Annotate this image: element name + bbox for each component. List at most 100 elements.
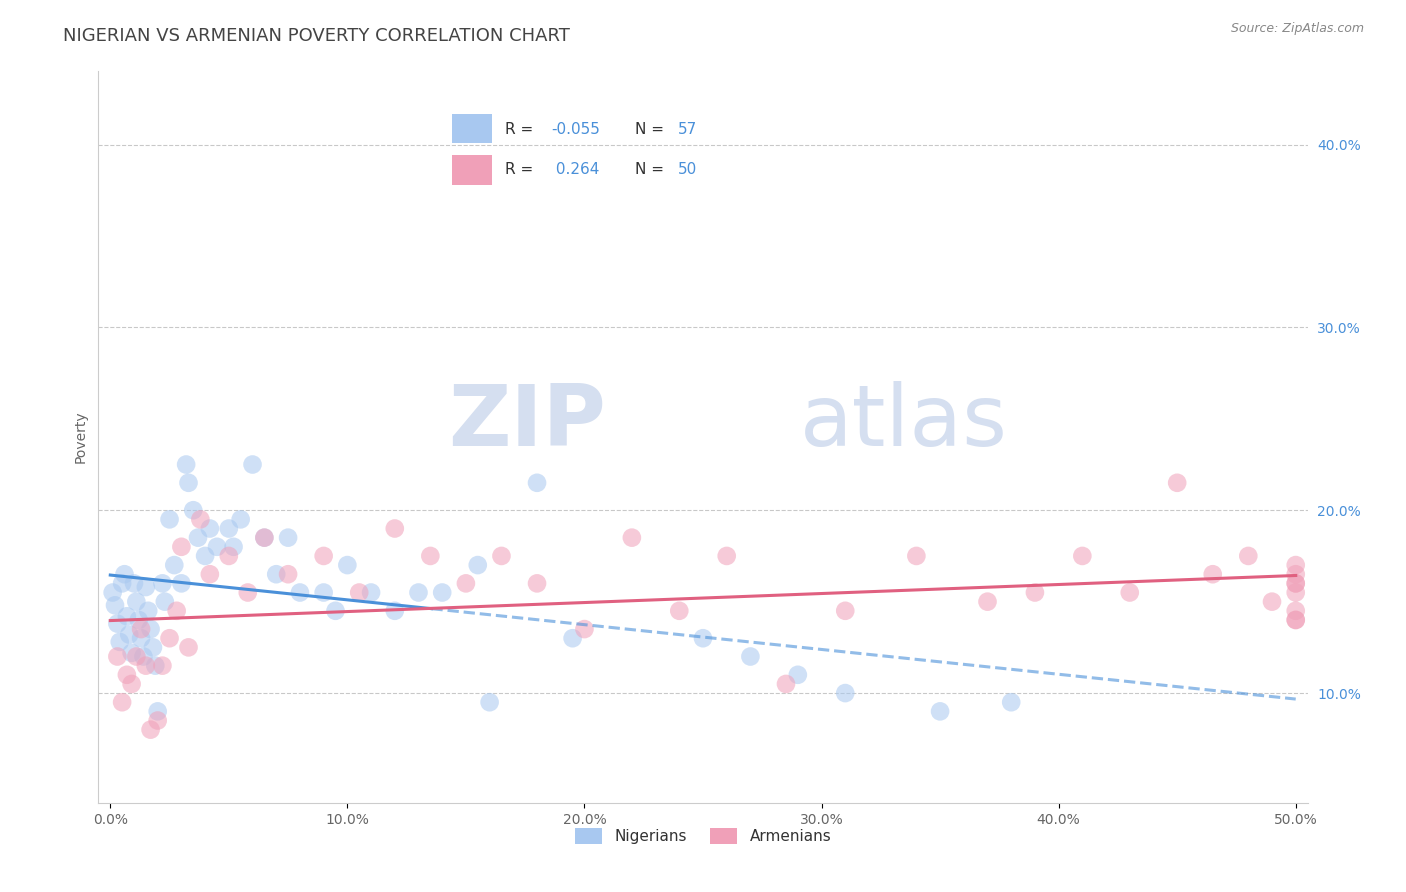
Point	[143, 658, 166, 673]
Point	[115, 609, 138, 624]
Text: NIGERIAN VS ARMENIAN POVERTY CORRELATION CHART: NIGERIAN VS ARMENIAN POVERTY CORRELATION…	[63, 27, 571, 45]
Point	[264, 567, 287, 582]
Point	[101, 585, 124, 599]
Point	[194, 549, 217, 563]
Point	[1000, 695, 1022, 709]
Text: 0.264: 0.264	[551, 162, 599, 178]
Text: R =: R =	[505, 162, 538, 178]
Point	[105, 649, 128, 664]
Point	[121, 677, 143, 691]
Point	[740, 649, 762, 664]
Text: N =: N =	[634, 121, 668, 136]
Text: 57: 57	[678, 121, 697, 136]
Point	[170, 576, 193, 591]
Point	[152, 658, 174, 673]
Point	[139, 723, 162, 737]
Point	[218, 549, 240, 563]
Point	[170, 540, 193, 554]
Point	[277, 531, 299, 545]
Point	[408, 585, 430, 599]
Point	[929, 705, 952, 719]
Point	[139, 622, 162, 636]
Point	[905, 549, 928, 563]
Point	[384, 604, 406, 618]
Point	[146, 705, 169, 719]
Point	[218, 521, 240, 535]
Point	[325, 604, 347, 618]
Text: Source: ZipAtlas.com: Source: ZipAtlas.com	[1230, 22, 1364, 36]
Point	[177, 475, 200, 490]
Point	[1119, 585, 1142, 599]
Point	[142, 640, 165, 655]
Point	[692, 632, 714, 646]
Point	[668, 604, 690, 618]
Point	[229, 512, 252, 526]
Point	[121, 646, 143, 660]
Point	[205, 540, 228, 554]
Point	[136, 604, 159, 618]
Point	[1261, 594, 1284, 608]
Point	[526, 576, 548, 591]
Point	[574, 622, 596, 636]
Text: ZIP: ZIP	[449, 381, 606, 464]
Point	[166, 604, 188, 618]
Text: R =: R =	[505, 121, 538, 136]
Point	[1237, 549, 1260, 563]
Point	[114, 567, 136, 582]
Point	[775, 677, 797, 691]
Point	[122, 576, 145, 591]
Point	[786, 667, 808, 681]
Point	[360, 585, 382, 599]
Y-axis label: Poverty: Poverty	[73, 411, 87, 463]
Point	[111, 576, 134, 591]
Point	[288, 585, 311, 599]
Point	[105, 616, 128, 631]
Point	[1285, 567, 1308, 582]
Point	[177, 640, 200, 655]
Point	[976, 594, 998, 608]
Point	[135, 580, 157, 594]
Point	[132, 649, 155, 664]
Point	[125, 649, 148, 664]
Point	[312, 585, 335, 599]
Point	[236, 585, 259, 599]
Point	[153, 594, 176, 608]
Point	[1285, 613, 1308, 627]
Point	[526, 475, 548, 490]
Point	[125, 594, 148, 608]
Point	[1166, 475, 1188, 490]
Point	[1285, 558, 1308, 573]
Point	[834, 686, 856, 700]
Point	[174, 458, 197, 472]
Point	[190, 512, 212, 526]
Point	[181, 503, 204, 517]
Point	[336, 558, 359, 573]
Point	[277, 567, 299, 582]
Point	[108, 635, 131, 649]
Point	[104, 599, 127, 613]
Point	[1285, 604, 1308, 618]
Point	[1285, 585, 1308, 599]
Point	[467, 558, 489, 573]
Point	[1071, 549, 1094, 563]
Point	[128, 613, 150, 627]
Point	[242, 458, 264, 472]
Point	[432, 585, 454, 599]
Point	[159, 632, 181, 646]
Point	[115, 667, 138, 681]
Point	[146, 714, 169, 728]
Point	[187, 531, 209, 545]
Point	[1285, 576, 1308, 591]
Legend: Nigerians, Armenians: Nigerians, Armenians	[568, 822, 838, 850]
FancyBboxPatch shape	[453, 114, 492, 144]
Point	[347, 585, 370, 599]
Point	[1024, 585, 1046, 599]
Point	[163, 558, 186, 573]
Point	[834, 604, 856, 618]
Point	[384, 521, 406, 535]
Point	[152, 576, 174, 591]
Point	[159, 512, 181, 526]
Text: N =: N =	[634, 162, 668, 178]
Point	[129, 622, 152, 636]
Text: 50: 50	[678, 162, 697, 178]
